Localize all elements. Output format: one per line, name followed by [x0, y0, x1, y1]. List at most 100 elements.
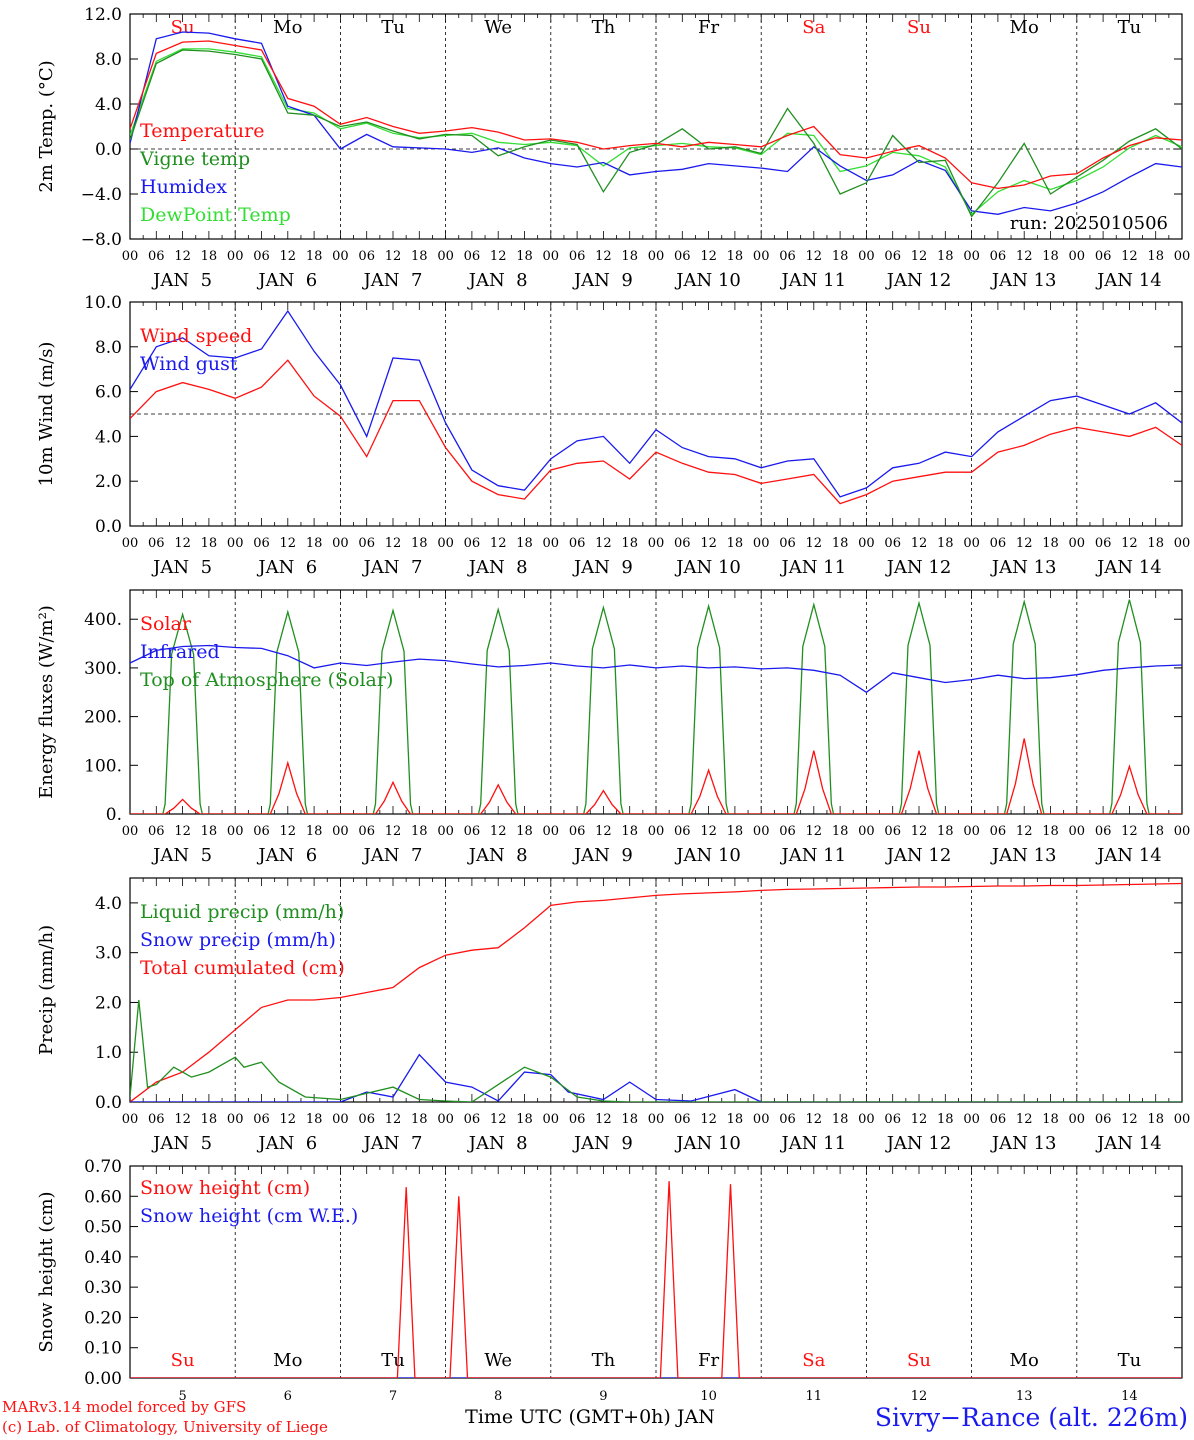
date-label: JAN 9 [572, 557, 633, 578]
x-tick-label: 00 [1069, 824, 1086, 839]
y-tick-label: 0.0 [95, 1093, 122, 1113]
x-tick-label: 00 [648, 1112, 665, 1127]
panel-5: 0.00 0.10 0.20 0.30 0.40 0.50 0.60 0.70 Snow hei… [36, 1157, 1183, 1404]
day-number-label: 7 [389, 1389, 397, 1404]
series-line-infrared [130, 644, 1182, 694]
x-tick-label: 00 [227, 249, 244, 264]
x-tick-label: 18 [1147, 1112, 1164, 1127]
x-tick-label: 12 [174, 1112, 191, 1127]
weekday-label: Sa [802, 1350, 825, 1371]
x-tick-label: 00 [437, 249, 454, 264]
x-tick-label: 12 [280, 249, 297, 264]
x-tick-label: 18 [621, 249, 638, 264]
weekday-label: Mo [1010, 1350, 1039, 1371]
x-tick-label: 18 [1042, 249, 1059, 264]
date-label: JAN 10 [674, 270, 741, 291]
x-tick-label: 12 [1121, 249, 1138, 264]
date-label: JAN 12 [885, 1133, 952, 1154]
date-label: JAN 9 [572, 1133, 633, 1154]
date-label: JAN 9 [572, 845, 633, 866]
x-tick-label: 06 [464, 1112, 481, 1127]
y-tick-label: 8.0 [95, 50, 122, 70]
x-tick-label: 00 [332, 824, 349, 839]
day-number-label: 12 [911, 1389, 928, 1404]
panel-1: −8.0 −4.0 0.0 4.0 8.0 12.0 2m Temp. (°C) 00 06 12… [36, 5, 1190, 291]
legend-entry: DewPoint Temp [140, 204, 291, 226]
x-tick-label: 00 [963, 249, 980, 264]
x-tick-label: 18 [411, 249, 428, 264]
y-tick-label: 2.0 [95, 472, 122, 492]
y-tick-label: 300. [84, 659, 122, 679]
x-tick-label: 06 [253, 536, 270, 551]
x-tick-label: 18 [832, 824, 849, 839]
series-line-top-of-atmosphere [130, 599, 1182, 814]
x-tick-label: 18 [516, 249, 533, 264]
x-tick-label: 06 [569, 1112, 586, 1127]
date-label: JAN 5 [151, 845, 212, 866]
date-label: JAN 11 [780, 845, 847, 866]
x-tick-label: 18 [727, 824, 744, 839]
y-tick-label: 200. [84, 708, 122, 728]
date-label: JAN 7 [362, 1133, 423, 1154]
x-tick-label: 12 [1016, 824, 1033, 839]
y-tick-label: 6.0 [95, 383, 122, 403]
y-tick-label: 0.50 [84, 1218, 122, 1238]
series-line-solar [130, 738, 1182, 814]
date-label: JAN 7 [362, 845, 423, 866]
weekday-label: Fr [698, 1350, 719, 1371]
series-group [130, 1181, 1182, 1378]
weekday-label: Mo [1010, 17, 1039, 38]
y-tick-label: 0. [106, 805, 122, 825]
x-tick-label: 18 [1147, 824, 1164, 839]
x-tick-label: 00 [1174, 1112, 1191, 1127]
x-tick-label: 18 [937, 824, 954, 839]
y-tick-label: 12.0 [84, 5, 122, 25]
x-tick-label: 12 [911, 1112, 928, 1127]
x-tick-label: 00 [963, 1112, 980, 1127]
x-tick-label: 00 [753, 536, 770, 551]
x-tick-label: 12 [385, 824, 402, 839]
date-label: JAN 5 [151, 270, 212, 291]
y-axis-label: 10m Wind (m/s) [36, 342, 57, 487]
y-tick-label: 2.0 [95, 993, 122, 1013]
series-line-dewpoint-temp [130, 48, 1182, 216]
y-tick-label: 0.70 [84, 1157, 122, 1177]
y-tick-label: 3.0 [95, 944, 122, 964]
x-tick-label: 06 [884, 1112, 901, 1127]
x-tick-label: 06 [674, 824, 691, 839]
x-tick-label: 06 [148, 249, 165, 264]
date-label: JAN 8 [467, 1133, 528, 1154]
day-number-label: 5 [178, 1389, 186, 1404]
date-label: JAN 10 [674, 845, 741, 866]
weekday-label: Fr [698, 17, 719, 38]
y-tick-label: 0.0 [95, 517, 122, 537]
x-tick-label: 12 [490, 824, 507, 839]
x-tick-label: 00 [753, 824, 770, 839]
x-tick-label: 00 [332, 1112, 349, 1127]
y-tick-label: 0.00 [84, 1369, 122, 1389]
x-tick-label: 12 [280, 1112, 297, 1127]
x-tick-label: 12 [806, 249, 823, 264]
x-tick-label: 12 [595, 1112, 612, 1127]
date-label: JAN 10 [674, 1133, 741, 1154]
legend-entry: Wind speed [140, 325, 252, 347]
x-tick-label: 18 [306, 249, 323, 264]
x-tick-label: 00 [753, 1112, 770, 1127]
x-tick-label: 06 [1095, 1112, 1112, 1127]
legend-entry: Liquid precip (mm/h) [140, 901, 344, 923]
series-line-liquid-precip-mm-h- [130, 999, 1182, 1102]
x-tick-label: 18 [201, 1112, 218, 1127]
legend-entry: Temperature [140, 120, 264, 142]
x-tick-label: 00 [648, 536, 665, 551]
series-group [130, 309, 1182, 505]
weekday-label: Su [171, 1350, 195, 1371]
y-axis-label: Snow height (cm) [36, 1191, 57, 1352]
x-tick-label: 12 [911, 249, 928, 264]
series-line-total-cumulated-cm- [130, 882, 1182, 1102]
x-tick-label: 00 [437, 536, 454, 551]
date-label: JAN 7 [362, 270, 423, 291]
x-tick-label: 12 [490, 1112, 507, 1127]
date-label: JAN 7 [362, 557, 423, 578]
date-label: JAN 14 [1095, 845, 1162, 866]
date-label: JAN 5 [151, 1133, 212, 1154]
